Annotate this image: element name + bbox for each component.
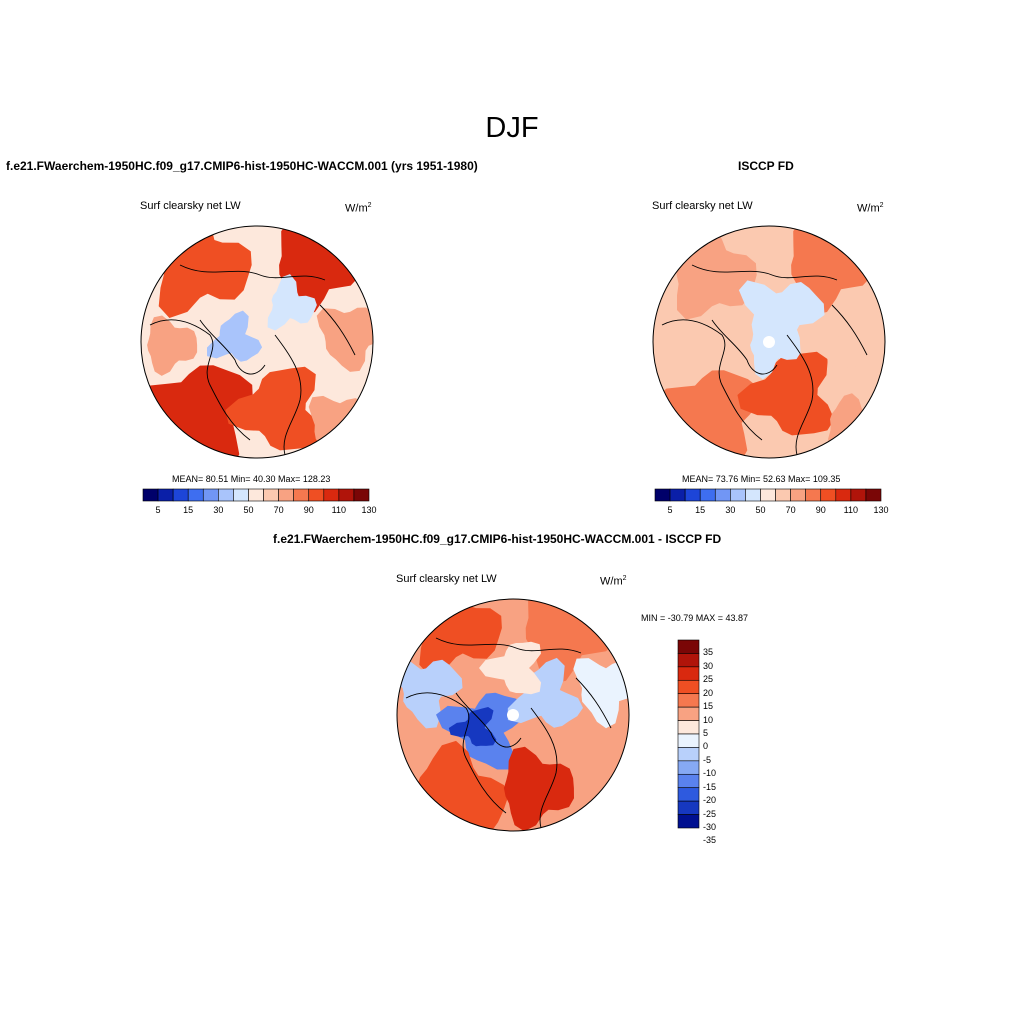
colorbar-box: [850, 488, 867, 502]
colorbar-tick-label: 20: [703, 687, 714, 698]
colorbar-tick-label: -10: [703, 768, 717, 779]
colorbar-box: [323, 488, 340, 502]
panel-1-colorbar: [142, 488, 370, 502]
colorbar-tick-label: 70: [785, 505, 796, 515]
colorbar-tick-label: 50: [243, 505, 254, 515]
panel-2-polar-map: [652, 225, 886, 459]
colorbar-box: [263, 488, 279, 502]
colorbar-box: [142, 488, 159, 502]
colorbar-tick-label: 25: [703, 674, 714, 685]
colorbar-tick-label: -5: [703, 754, 712, 765]
colorbar-box: [293, 488, 310, 502]
colorbar-box: [187, 488, 204, 502]
colorbar-box: [745, 488, 761, 502]
colorbar-tick-label: 90: [303, 505, 314, 515]
panel-3-polar-map: [396, 598, 630, 832]
colorbar-box: [684, 488, 701, 502]
colorbar-box: [677, 773, 700, 789]
colorbar-box: [677, 666, 700, 681]
colorbar-tick-label: 5: [667, 505, 673, 515]
colorbar-box: [835, 488, 852, 502]
colorbar-box: [730, 488, 746, 502]
colorbar-box: [308, 488, 325, 502]
colorbar-box: [790, 488, 806, 502]
panel-2-colorbar: [654, 488, 882, 502]
colorbar-box: [805, 488, 822, 502]
colorbar-box: [677, 787, 700, 802]
colorbar-tick-label: -35: [703, 835, 717, 846]
colorbar-box: [677, 653, 700, 668]
colorbar-tick-label: -25: [703, 808, 717, 819]
colorbar-box: [218, 488, 234, 502]
colorbar-box: [248, 488, 264, 502]
panel-1-units: W/m2: [345, 202, 372, 215]
panel-1-stats: MEAN= 80.51 Min= 40.30 Max= 128.23: [172, 474, 331, 484]
colorbar-box: [654, 488, 671, 502]
panel-1-variable-label: Surf clearsky net LW: [140, 200, 241, 212]
panel-2-units: W/m2: [857, 202, 884, 215]
panel-3-stats: MIN = -30.79 MAX = 43.87: [641, 613, 749, 623]
colorbar-box: [760, 488, 776, 502]
panel-3-colorbar-labels: 35 30 25 20 15 10 5 0 -5 -10 -15 -20 -25 -30 -35: [703, 640, 743, 845]
panel-1-colorbar-labels: 5 15 30 50 70 90 110 130: [143, 505, 377, 517]
figure-title: DJF: [485, 112, 539, 144]
colorbar-tick-label: 110: [843, 505, 859, 515]
colorbar-tick-label: 30: [703, 660, 714, 671]
colorbar-box: [714, 488, 731, 502]
panel-1-title: f.e21.FWaerchem-1950HC.f09_g17.CMIP6-his…: [6, 159, 478, 173]
colorbar-box: [338, 488, 355, 502]
panel-2-stats: MEAN= 73.76 Min= 52.63 Max= 109.35: [682, 474, 841, 484]
colorbar-tick-label: 15: [695, 505, 706, 515]
panel-3-colorbar: [677, 639, 700, 829]
colorbar-tick-label: 30: [725, 505, 736, 515]
colorbar-box: [233, 488, 249, 502]
colorbar-tick-label: -20: [703, 795, 717, 806]
colorbar-box: [677, 693, 700, 708]
colorbar-tick-label: 30: [213, 505, 224, 515]
colorbar-box: [353, 488, 370, 502]
colorbar-box: [677, 706, 700, 721]
colorbar-box: [677, 814, 700, 829]
colorbar-box: [677, 747, 700, 762]
colorbar-box: [677, 679, 700, 695]
colorbar-box: [677, 639, 700, 654]
colorbar-tick-label: 5: [703, 728, 709, 738]
colorbar-tick-label: 110: [331, 505, 347, 515]
colorbar-tick-label: 5: [155, 505, 161, 515]
panel-3-units: W/m2: [600, 575, 627, 588]
colorbar-box: [677, 720, 700, 735]
colorbar-tick-label: 50: [755, 505, 766, 515]
colorbar-tick-label: 0: [703, 741, 709, 752]
colorbar-tick-label: 70: [273, 505, 284, 515]
colorbar-tick-label: -30: [703, 822, 717, 832]
colorbar-tick-label: 130: [873, 505, 889, 515]
colorbar-box: [278, 488, 294, 502]
panel-3-title: f.e21.FWaerchem-1950HC.f09_g17.CMIP6-his…: [273, 532, 722, 546]
colorbar-box: [677, 733, 700, 748]
panel-3-variable-label: Surf clearsky net LW: [396, 573, 497, 585]
panel-2-colorbar-labels: 5 15 30 50 70 90 110 130: [655, 505, 889, 517]
colorbar-box: [202, 488, 219, 502]
colorbar-tick-label: 15: [183, 505, 194, 515]
panel-2-variable-label: Surf clearsky net LW: [652, 200, 753, 212]
colorbar-tick-label: -15: [703, 781, 717, 792]
panel-1-polar-map: [140, 225, 374, 459]
panel-2-title: ISCCP FD: [738, 159, 794, 173]
colorbar-box: [699, 488, 716, 502]
colorbar-box: [669, 488, 686, 502]
colorbar-box: [775, 488, 791, 502]
colorbar-box: [677, 800, 700, 815]
colorbar-box: [157, 488, 174, 502]
colorbar-tick-label: 15: [703, 701, 714, 712]
colorbar-box: [172, 488, 189, 502]
colorbar-box: [820, 488, 837, 502]
colorbar-box: [677, 760, 700, 775]
colorbar-box: [865, 488, 882, 502]
colorbar-tick-label: 130: [361, 505, 377, 515]
colorbar-tick-label: 10: [703, 714, 714, 725]
colorbar-tick-label: 90: [815, 505, 826, 515]
colorbar-tick-label: 35: [703, 647, 714, 658]
